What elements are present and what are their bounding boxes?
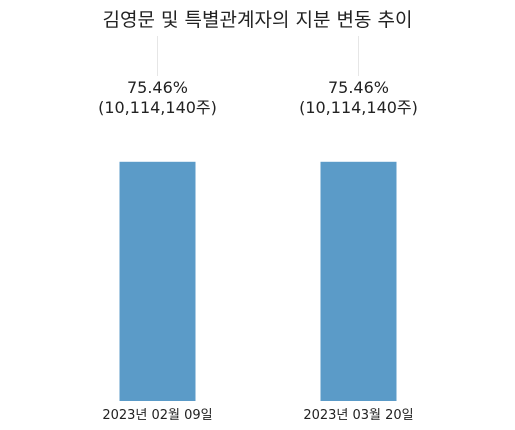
bar bbox=[119, 161, 196, 401]
bars-group bbox=[119, 161, 397, 401]
bar-value-label: 75.46% bbox=[328, 78, 389, 97]
bar-value-label: 75.46% bbox=[127, 78, 188, 97]
guide-lines bbox=[157, 36, 359, 76]
bar bbox=[320, 161, 397, 401]
bar-share-label: (10,114,140주) bbox=[98, 98, 217, 117]
x-tick-label: 2023년 02월 09일 bbox=[102, 408, 212, 423]
x-tick-labels-group: 2023년 02월 09일 2023년 03월 20일 bbox=[102, 408, 413, 423]
bar-share-label: (10,114,140주) bbox=[299, 98, 418, 117]
value-labels-group: 75.46%(10,114,140주)75.46%(10,114,140주) bbox=[98, 78, 418, 117]
x-tick-label: 2023년 03월 20일 bbox=[303, 408, 413, 423]
chart-title: 김영문 및 특별관계자의 지분 변동 추이 bbox=[103, 9, 413, 31]
